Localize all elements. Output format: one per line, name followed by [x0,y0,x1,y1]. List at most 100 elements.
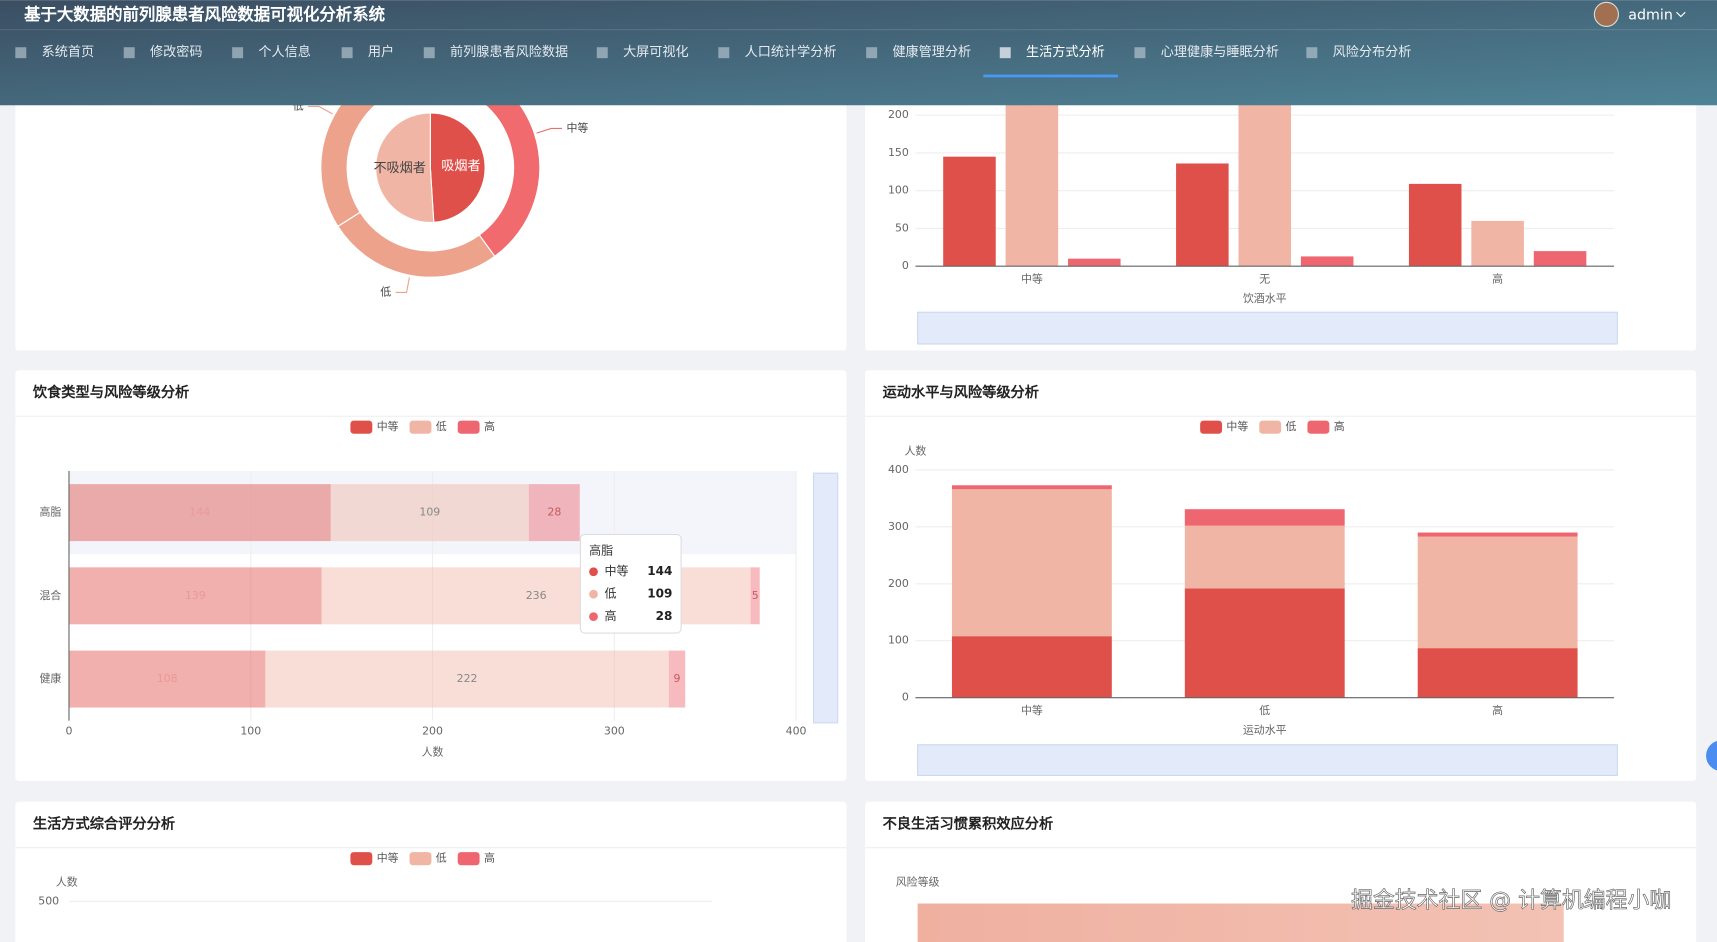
nav-item[interactable]: 生活方式分析 [1026,44,1105,60]
y-tick-label: 200 [888,577,909,590]
float-button[interactable] [1706,740,1717,771]
y-axis-title: 人数 [56,876,78,889]
panel [15,801,847,942]
bar-segment [668,650,686,708]
y-tick-label: 400 [888,463,909,476]
nav-item[interactable]: 前列腺患者风险数据 [450,43,568,60]
legend-swatch [350,420,373,434]
bar [1176,163,1229,267]
bar-segment [1184,588,1345,698]
x-tick-label: 中等 [1021,271,1043,285]
zoom-slider[interactable] [917,744,1618,776]
nav-active-bar [983,74,1118,78]
data-label: 139 [185,589,206,602]
nav-icon [1134,47,1146,59]
tooltip-value: 144 [647,564,672,578]
bar-segment [951,485,1112,490]
tooltip-dot [589,589,598,599]
nav-icon [718,47,730,59]
avatar[interactable] [1593,1,1619,27]
y-tick-label: 100 [888,184,909,197]
nav-icon [866,47,878,59]
leader-line [308,105,333,115]
nav-icon [596,47,608,59]
header: 基于大数据的前列腺患者风险数据可视化分析系统 admin 系统首页 修改密码 个人信… [0,0,1717,106]
user-name[interactable]: admin [1628,7,1673,23]
legend-label: 高 [484,419,495,433]
tooltip-value: 109 [647,587,672,601]
y-tick-label: 0 [902,691,909,704]
legend-swatch [409,420,432,434]
y-tick-label: 150 [888,146,909,159]
bar [1471,220,1524,267]
inner-slice [375,112,435,223]
bar-segment [265,650,669,708]
slice-label: 吸烟者 [441,158,480,174]
y-tick-label: 300 [888,520,909,533]
y-tick-label: 健康 [39,671,61,685]
data-label: 109 [419,506,440,519]
panel-title: 生活方式综合评分分析 [33,815,175,833]
watermark: 掘金技术社区 @ 计算机编程小咖 [1351,888,1671,913]
tooltip [579,533,682,634]
y-tick-label: 50 [895,221,909,234]
panel-title: 不良生活习惯累积效应分析 [883,815,1054,833]
panel-title: 饮食类型与风险等级分析 [32,383,189,401]
nav-item[interactable]: 健康管理分析 [892,43,971,60]
x-tick-label: 400 [786,725,807,738]
leader-line [395,277,410,293]
legend-swatch [457,420,480,434]
nav-item[interactable]: 心理健康与睡眠分析 [1161,43,1279,60]
legend-label: 低 [436,420,447,433]
content: 饮食类型与风险等级分析 运动水平与风险等级分析 生活方式综合评分分析 不良生活习… [15,33,1717,942]
header-bg [0,0,1717,106]
bar-segment [330,484,529,542]
data-label: 222 [457,672,478,685]
zoom-slider[interactable] [813,472,839,724]
nav-item[interactable]: 大屏可视化 [623,44,689,60]
nav-icon [423,47,435,59]
y-tick-label: 0 [902,259,909,272]
data-label: 9 [674,672,681,685]
nav-item[interactable]: 系统首页 [42,44,95,60]
x-axis-title: 运动水平 [1243,724,1287,737]
y-axis-title: 风险等级 [896,875,940,889]
tooltip-title: 高脂 [589,542,613,557]
nav-item[interactable]: 修改密码 [150,43,203,60]
nav-icon [123,47,135,59]
bar-segment [1417,536,1578,649]
bar-segment [1184,509,1345,526]
x-tick-label: 200 [422,725,443,738]
dropdown-caret[interactable] [1676,11,1686,18]
x-tick-label: 0 [66,725,73,738]
data-label: 28 [547,506,561,519]
x-tick-label: 高 [1492,271,1503,285]
heatmap-band [917,903,1564,942]
zoom-slider[interactable] [917,311,1618,345]
slice-label: 不吸烟者 [373,160,426,176]
x-axis-title: 饮酒水平 [1243,292,1287,305]
x-tick-label: 无 [1259,272,1270,285]
legend-label: 中等 [1226,419,1248,433]
nav-item[interactable]: 个人信息 [258,43,311,60]
legend-swatch [1307,420,1330,434]
y-tick-label: 500 [38,894,59,907]
nav-item[interactable]: 用户 [368,43,394,60]
bar-segment [1184,525,1345,589]
nav-item[interactable]: 人口统计学分析 [745,44,837,60]
nav-icon [999,47,1011,59]
inner-slice [429,112,486,223]
bar-segment [951,636,1112,698]
bar [1408,183,1462,267]
slice-label: 低 [293,99,304,112]
slice-label: 低 [380,285,391,298]
legend-label: 低 [1286,420,1297,433]
x-tick-label: 中等 [1021,703,1043,717]
legend-label: 高 [484,851,495,865]
panel-title: 运动水平与风险等级分析 [883,383,1039,401]
bar [1533,251,1587,267]
bar-segment [1417,648,1578,698]
nav-item[interactable]: 风险分布分析 [1333,44,1412,60]
legend-swatch [1200,420,1223,434]
